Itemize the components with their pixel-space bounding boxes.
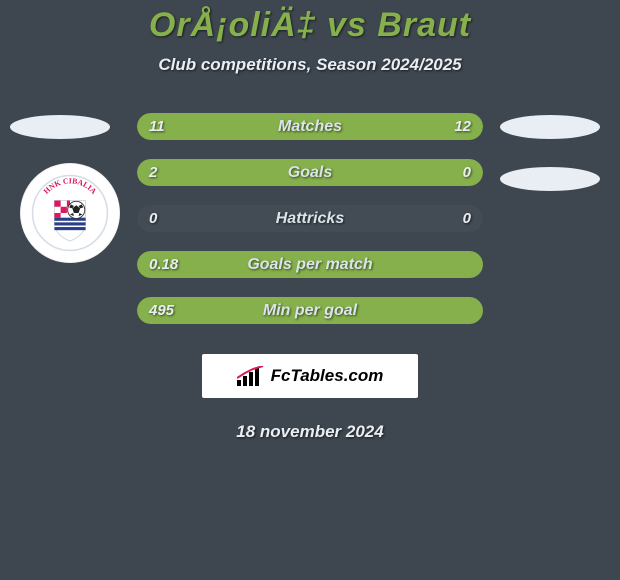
club-right-badge-placeholder (500, 167, 600, 191)
club-left-crest: HNK CIBALIA (20, 163, 120, 263)
brand-label: FcTables.com (271, 366, 384, 386)
stat-label: Goals (137, 164, 483, 182)
subtitle: Club competitions, Season 2024/2025 (0, 55, 620, 75)
stat-label: Hattricks (137, 210, 483, 228)
stat-bar: 495Min per goal (137, 297, 483, 324)
stat-bar: 1112Matches (137, 113, 483, 140)
infographic-root: OrÅ¡oliÄ‡ vs Braut Club competitions, Se… (0, 0, 620, 580)
brand-box: FcTables.com (202, 354, 418, 398)
stat-bar: 0.18Goals per match (137, 251, 483, 278)
player-right-avatar-placeholder (500, 115, 600, 139)
stat-label: Min per goal (137, 302, 483, 320)
stat-label: Goals per match (137, 256, 483, 274)
date: 18 november 2024 (0, 422, 620, 442)
stat-bars: 1112Matches 20Goals 00Hattricks 0.18Goals p… (137, 113, 483, 324)
cibalia-crest-icon: HNK CIBALIA (31, 174, 109, 252)
player-left-avatar-placeholder (10, 115, 110, 139)
stat-bar: 20Goals (137, 159, 483, 186)
stats-area: HNK CIBALIA (0, 113, 620, 324)
page-title: OrÅ¡oliÄ‡ vs Braut (0, 0, 620, 45)
brand: FcTables.com (237, 366, 384, 386)
fctables-icon (237, 366, 265, 386)
stat-label: Matches (137, 118, 483, 136)
stat-bar: 00Hattricks (137, 205, 483, 232)
